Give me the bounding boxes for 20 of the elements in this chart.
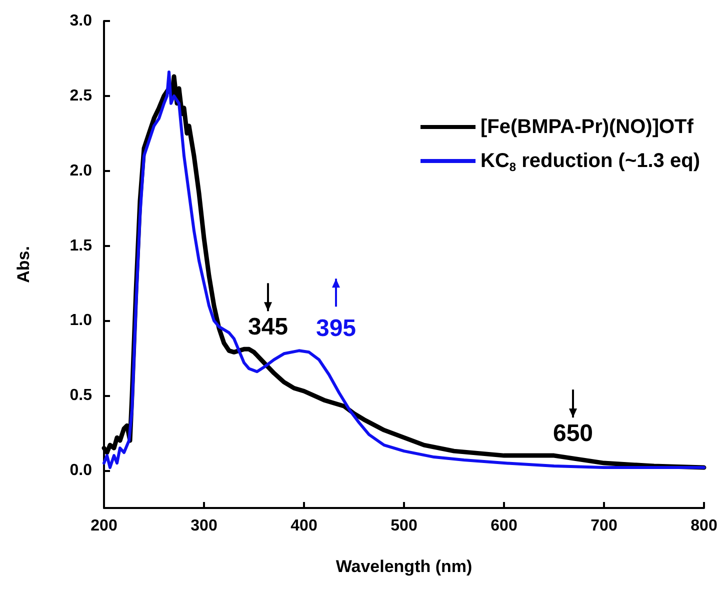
x-tick-label: 500 <box>390 518 418 534</box>
annotation: 345 <box>248 314 288 341</box>
x-axis-title: Wavelength (nm) <box>336 557 472 576</box>
y-tick-label: 3.0 <box>70 12 92 30</box>
x-tick-label: 300 <box>190 518 218 534</box>
y-tick-label: 1.0 <box>70 312 92 330</box>
x-tick-label: 800 <box>690 518 718 534</box>
annotation: 650 <box>552 420 594 448</box>
x-tick-label: 200 <box>90 518 118 534</box>
y-axis-title: Abs. <box>14 246 33 283</box>
x-tick-label: 400 <box>290 518 318 534</box>
y-tick-label: 0.0 <box>70 462 92 480</box>
x-tick-label: 700 <box>590 518 618 534</box>
y-tick-label: 2.5 <box>70 87 92 104</box>
annotation: 395 <box>316 315 356 342</box>
y-tick-label: 0.5 <box>70 387 92 404</box>
y-tick-label: 1.5 <box>70 237 92 254</box>
y-tick-label: 2.0 <box>70 162 92 180</box>
legend-label: [Fe(BMPA-Pr)(NO)]OTf <box>480 116 694 138</box>
x-tick-label: 600 <box>490 518 518 534</box>
